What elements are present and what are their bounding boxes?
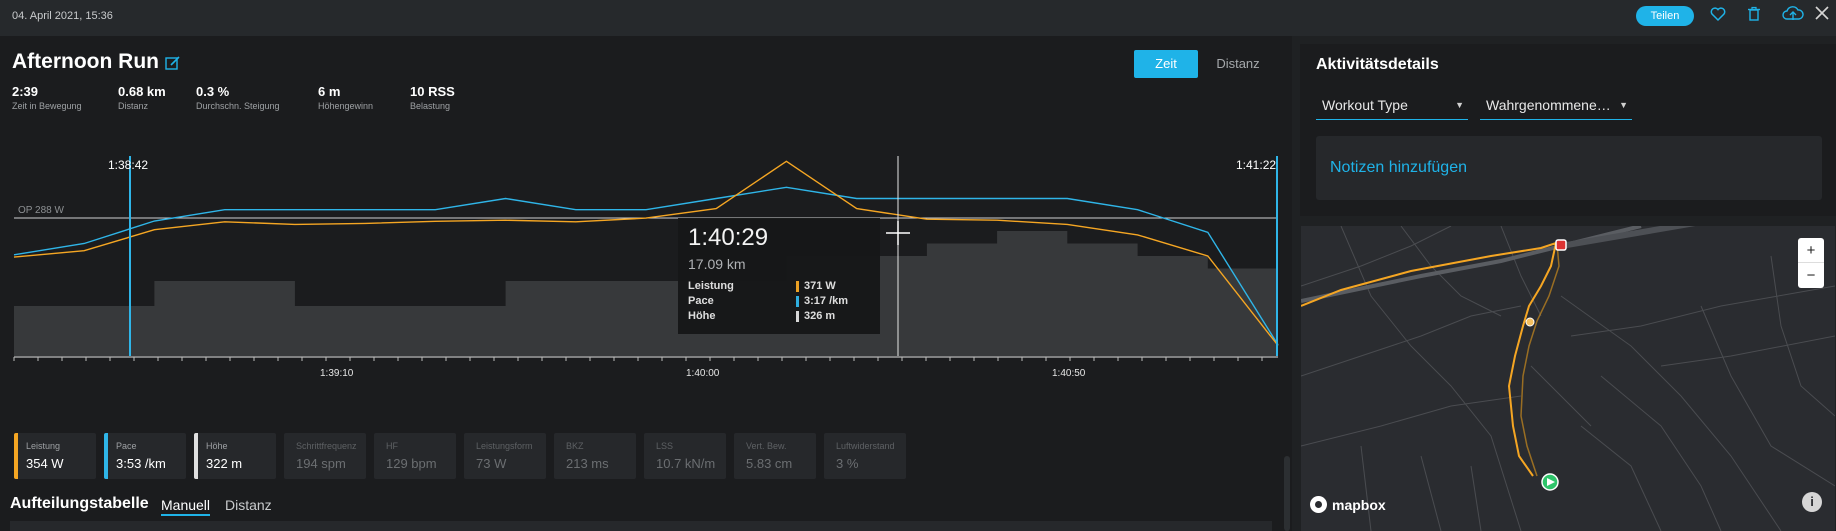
chevron-down-icon: ▼	[1455, 100, 1464, 110]
range-end-label: 1:41:22	[1236, 158, 1276, 172]
summary-stats: 2:39 Zeit in Bewegung 0.68 km Distanz 0.…	[12, 84, 490, 111]
power-series-line	[13, 160, 1279, 346]
chart-canvas[interactable]: OP 288 W 1:38:42 1:41:22 1:39:10 1:40:00 1…	[0, 116, 1292, 386]
map-streets	[1301, 226, 1835, 531]
tooltip-value-pace: 3:17 /km	[796, 295, 848, 307]
splits-tab-distance[interactable]: Distanz	[225, 497, 272, 513]
metric-card-power[interactable]: Leistung 354 W	[14, 433, 96, 479]
chevron-down-icon: ▼	[1619, 100, 1628, 110]
perceived-effort-dropdown[interactable]: Wahrgenommene… ▼	[1480, 90, 1632, 120]
view-toggle-distance[interactable]: Distanz	[1216, 56, 1260, 71]
stat-elevation-gain: 6 m Höhengewinn	[318, 84, 374, 111]
activity-date: 04. April 2021, 15:36	[12, 10, 113, 22]
map-canvas[interactable]	[1301, 226, 1835, 531]
vertical-scrollbar[interactable]	[1284, 456, 1290, 531]
route-end-marker	[1555, 239, 1567, 251]
metric-card-air-power[interactable]: Luftwiderstand 3 %	[824, 433, 906, 479]
close-icon[interactable]	[1812, 6, 1832, 26]
activity-details-panel: Aktivitätsdetails Workout Type ▼ Wahrgen…	[1300, 44, 1836, 216]
tooltip-distance: 17.09 km	[688, 256, 746, 272]
metric-card-ground-contact[interactable]: BKZ 213 ms	[554, 433, 636, 479]
chart-tooltip: 1:40:29 17.09 km Leistung 371 W Pace 3:1…	[678, 218, 880, 334]
tooltip-value-power: 371 W	[796, 280, 836, 292]
route-path-return	[1520, 243, 1560, 477]
stat-training-load: 10 RSS Belastung	[410, 84, 455, 111]
metric-card-elevation[interactable]: Höhe 322 m	[194, 433, 276, 479]
main-road-east	[1560, 226, 1696, 249]
stat-avg-grade: 0.3 % Durchschn. Steigung	[196, 84, 280, 111]
tooltip-label-pace: Pace	[688, 295, 714, 307]
play-icon	[1547, 478, 1555, 486]
activity-panel: Afternoon Run Zeit Distanz 2:39 Zeit in …	[0, 36, 1292, 531]
top-bar: 04. April 2021, 15:36 Teilen	[0, 0, 1836, 36]
x-tick-label: 1:39:10	[320, 368, 354, 379]
metric-card-pace[interactable]: Pace 3:53 /km	[104, 433, 186, 479]
details-title: Aktivitätsdetails	[1316, 56, 1439, 73]
metric-card-cadence[interactable]: Schrittfrequenz 194 spm	[284, 433, 366, 479]
activity-chart[interactable]: OP 288 W 1:38:42 1:41:22 1:39:10 1:40:00 1…	[0, 116, 1292, 386]
add-notes-button[interactable]: Notizen hinzufügen	[1316, 136, 1822, 200]
tooltip-time: 1:40:29	[688, 224, 769, 251]
edit-icon[interactable]	[164, 54, 182, 72]
cloud-upload-icon[interactable]	[1780, 6, 1806, 26]
x-tick-label: 1:40:50	[1052, 368, 1086, 379]
metric-card-vertical-oscillation[interactable]: Vert. Bew. 5.83 cm	[734, 433, 816, 479]
pace-series-line	[13, 186, 1279, 346]
metric-card-heart-rate[interactable]: HF 129 bpm	[374, 433, 456, 479]
elevation-area	[14, 231, 1278, 356]
heart-icon[interactable]	[1708, 6, 1728, 26]
reference-label: OP 288 W	[18, 205, 65, 216]
zoom-out-button[interactable]: −	[1806, 267, 1816, 284]
activity-title: Afternoon Run	[12, 50, 159, 73]
workout-type-dropdown[interactable]: Workout Type ▼	[1316, 90, 1468, 120]
workout-type-label: Workout Type	[1322, 97, 1408, 113]
mapbox-icon	[1310, 496, 1327, 513]
tooltip-label-power: Leistung	[688, 280, 734, 292]
route-path	[1301, 241, 1558, 477]
view-toggle-time[interactable]: Zeit	[1134, 50, 1198, 78]
trash-icon[interactable]	[1744, 6, 1764, 26]
range-start-label: 1:38:42	[108, 158, 148, 172]
main-road	[1301, 226, 1642, 303]
splits-tab-manual[interactable]: Manuell	[161, 497, 211, 516]
tooltip-value-elevation: 326 m	[796, 310, 835, 322]
stat-distance: 0.68 km Distanz	[118, 84, 166, 111]
metric-cards: Leistung 354 W Pace 3:53 /km Höhe 322 m Sch…	[14, 433, 914, 479]
map-zoom-control: + −	[1798, 238, 1824, 288]
route-map[interactable]	[1301, 226, 1835, 531]
info-icon[interactable]: i	[1802, 492, 1822, 512]
x-tick-label: 1:40:00	[686, 368, 720, 379]
stat-moving-time: 2:39 Zeit in Bewegung	[12, 84, 82, 111]
route-midpoint-marker	[1525, 317, 1535, 327]
splits-table	[10, 521, 1272, 531]
share-button[interactable]: Teilen	[1636, 6, 1694, 26]
zoom-in-button[interactable]: +	[1798, 238, 1824, 263]
splits-title: Aufteilungstabelle	[10, 495, 149, 512]
metric-card-form-power[interactable]: Leistungsform 73 W	[464, 433, 546, 479]
metric-card-leg-spring[interactable]: LSS 10.7 kN/m	[644, 433, 726, 479]
mapbox-logo: mapbox	[1310, 496, 1386, 513]
tooltip-label-elevation: Höhe	[688, 310, 716, 322]
perceived-effort-label: Wahrgenommene…	[1486, 97, 1611, 113]
